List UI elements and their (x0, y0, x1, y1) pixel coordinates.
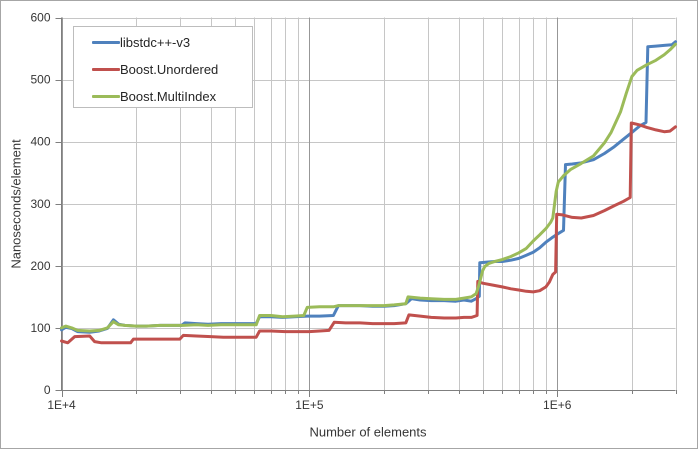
svg-text:100: 100 (30, 321, 50, 335)
legend-item-boost-multiindex: Boost.MultiIndex (92, 83, 252, 110)
svg-text:600: 600 (30, 11, 50, 25)
boost-unordered-line-swatch (92, 68, 120, 71)
y-tick-labels: 0 100 200 300 400 500 600 (30, 11, 50, 398)
svg-text:0: 0 (44, 383, 51, 397)
svg-text:400: 400 (30, 135, 50, 149)
legend-item-libstdc: libstdc++-v3 (92, 29, 252, 56)
legend: libstdc++-v3 Boost.Unordered Boost.Multi… (73, 26, 253, 108)
legend-label-libstdc: libstdc++-v3 (120, 35, 191, 50)
x-axis-title: Number of elements (309, 424, 427, 440)
legend-label-boost-multiindex: Boost.MultiIndex (120, 89, 217, 104)
svg-text:200: 200 (30, 259, 50, 273)
svg-text:1E+6: 1E+6 (543, 398, 572, 412)
series-line-boost-multiindex (60, 42, 677, 333)
svg-text:1E+5: 1E+5 (295, 398, 324, 412)
x-tick-labels: 1E+4 1E+5 1E+6 (47, 398, 571, 412)
svg-text:500: 500 (30, 73, 50, 87)
legend-label-boost-unordered: Boost.Unordered (120, 62, 219, 77)
boost-multiindex-line-swatch (92, 95, 120, 98)
libstdc-line-swatch (92, 41, 120, 44)
legend-item-boost-unordered: Boost.Unordered (92, 56, 252, 83)
series-line-boost-unordered (60, 121, 677, 345)
y-axis-title: Nanoseconds/element (8, 139, 24, 269)
svg-text:300: 300 (30, 197, 50, 211)
gridlines (61, 17, 677, 390)
svg-text:1E+4: 1E+4 (47, 398, 76, 412)
